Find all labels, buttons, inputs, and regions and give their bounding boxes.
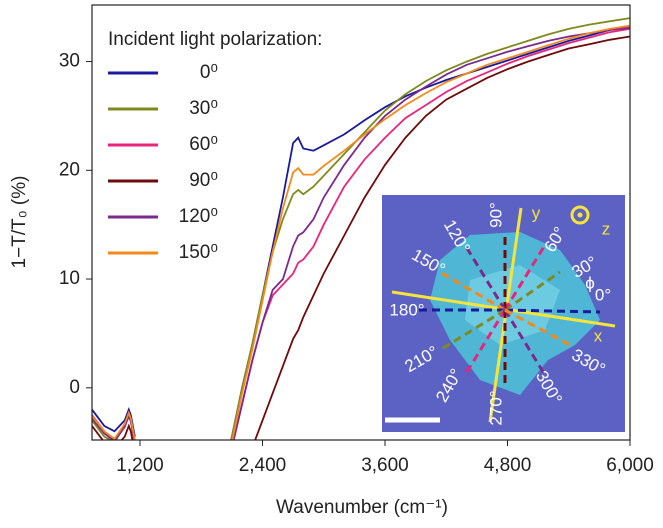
x-tick-label: 1,200 <box>116 455 164 476</box>
y-tick-label: 0 <box>69 377 80 398</box>
legend-title: Incident light polarization: <box>108 29 322 50</box>
y-axis-label: 1−T/T₀ (%) <box>9 176 30 269</box>
inset-label: 180° <box>389 300 424 319</box>
legend-label: 0⁰ <box>200 62 218 83</box>
plot-lines <box>92 17 630 440</box>
x-tick-label: 2,400 <box>239 455 287 476</box>
x-tick-label: 3,600 <box>361 455 409 476</box>
legend-label: 30⁰ <box>189 98 218 119</box>
y-tick-label: 20 <box>59 159 80 180</box>
plot-frame <box>91 4 631 441</box>
legend-label: 90⁰ <box>189 170 218 191</box>
inset-label: y <box>532 203 541 222</box>
series-line <box>92 35 630 440</box>
x-tick-label: 6,000 <box>606 455 654 476</box>
inset-label: 270° <box>486 390 505 425</box>
legend-label: 60⁰ <box>189 134 218 155</box>
legend-label: 150⁰ <box>179 242 218 263</box>
inset-label: 90° <box>486 202 505 228</box>
y-tick-label: 30 <box>59 51 80 72</box>
y-tick-label: 10 <box>59 268 80 289</box>
inset-image: 0°30°60°90°120°150°180°210°240°270°300°3… <box>382 195 625 432</box>
inset-label: 0° <box>595 285 611 304</box>
inset-label: ϕ <box>585 273 595 292</box>
series-line <box>92 24 630 440</box>
inset-label: z <box>602 219 611 238</box>
x-tick-label: 4,800 <box>484 455 532 476</box>
x-axis-label: Wavenumber (cm⁻¹) <box>276 497 448 518</box>
legend-label: 120⁰ <box>179 206 218 227</box>
inset-label: x <box>594 326 603 345</box>
